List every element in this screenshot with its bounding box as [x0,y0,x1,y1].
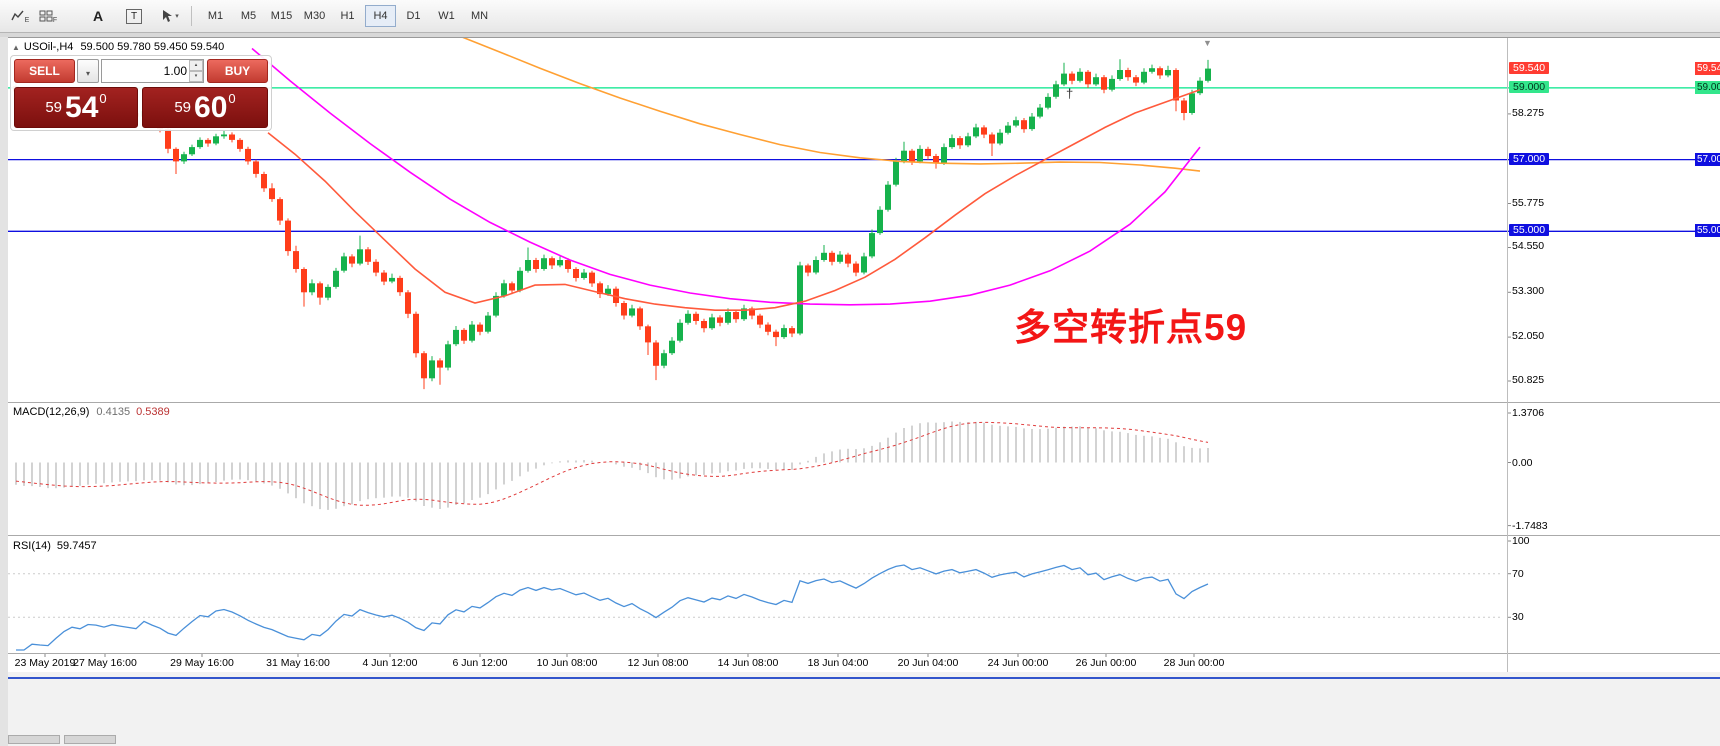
tab-timeframe-h1[interactable]: H1 [332,5,363,27]
ma-long-orange [461,37,1201,172]
text-t-icon: T [126,8,142,24]
terminal-top-border [0,677,1720,679]
macd-signal-line [15,421,1209,506]
ohlc-values: 59.500 59.780 59.450 59.540 [80,41,225,53]
volume-increase-button[interactable]: ▴ [189,60,203,71]
timeframe-group: M1 M5 M15 M30 H1 H4 D1 W1 MN [199,5,496,27]
chart-annotation-text: 多空转折点59 [1014,307,1248,348]
tab-timeframe-d1[interactable]: D1 [398,5,429,27]
macd-panel-separator [8,402,1720,403]
ma-mid-magenta [251,47,1201,306]
rsi-name: RSI(14) [13,540,51,552]
ohlc-readout: ▲ USOil-,H4 59.500 59.780 59.450 59.540 [12,41,224,53]
bottom-strip [0,672,1720,746]
text-label-tool-button[interactable]: A [85,4,111,28]
buy-price-sup: 0 [228,91,236,106]
caret-down-icon: ▾ [85,68,90,78]
caret-down-icon: ▾ [175,13,179,20]
sell-button[interactable]: SELL [14,59,75,83]
tab-timeframe-m1[interactable]: M1 [200,5,231,27]
rsi-panel-separator [8,535,1720,536]
sell-price-big: 54 [65,90,99,124]
chart-window-e-button[interactable]: E [7,4,33,28]
sell-price-prefix: 59 [45,99,63,116]
volume-input[interactable] [101,59,204,83]
buy-price-big: 60 [194,90,228,124]
chart-window-f-button[interactable]: F [35,4,61,28]
macd-indicator-label: MACD(12,26,9) 0.4135 0.5389 [13,406,170,418]
volume-decrease-button[interactable]: ▾ [189,71,203,82]
macd-signal-value: 0.5389 [136,406,170,418]
volume-field: ▴ ▾ [101,59,204,83]
tab-timeframe-h4[interactable]: H4 [365,5,396,27]
tab-timeframe-mn[interactable]: MN [464,5,495,27]
cursor-tool-dropdown[interactable]: ▾ [157,4,183,28]
macd-histogram [15,421,1209,510]
price-axis-border [1507,37,1508,672]
minimized-window-tab[interactable] [64,735,116,744]
collapse-triangle-icon: ▲ [12,43,20,52]
tab-timeframe-m15[interactable]: M15 [266,5,297,27]
window-left-frame [0,37,8,746]
chart-shift-icon[interactable]: ▼ [1203,38,1212,48]
chart-e-sub-label: E [24,16,30,24]
crosshair-cursor: † [1066,86,1074,101]
volume-spinner: ▴ ▾ [189,60,203,82]
text-a-icon: A [92,8,104,24]
cursor-icon [163,10,173,22]
volume-preset-drop[interactable]: ▾ [77,59,99,83]
tab-timeframe-w1[interactable]: W1 [431,5,462,27]
toolbar: E F A T ▾ M1 M5 M15 M30 H1 H4 D1 W1 MN [0,0,1720,33]
symbol-timeframe-label: USOil-,H4 [23,41,74,53]
text-box-tool-button[interactable]: T [121,4,147,28]
rsi-indicator-label: RSI(14) 59.7457 [13,540,97,552]
buy-price-display[interactable]: 59 60 0 [142,87,268,128]
sell-price-display[interactable]: 59 54 0 [14,87,138,128]
sell-price-sup: 0 [99,91,107,106]
time-axis-separator [8,653,1720,654]
macd-main-value: 0.4135 [96,406,131,418]
minimized-window-tab[interactable] [8,735,60,744]
buy-button[interactable]: BUY [207,59,268,83]
toolbar-separator [191,6,192,26]
rsi-value: 59.7457 [56,540,97,552]
rsi-line [16,564,1209,651]
chart-window: ▲ USOil-,H4 59.500 59.780 59.450 59.540 SE… [0,37,1720,746]
tab-timeframe-m5[interactable]: M5 [233,5,264,27]
grid-f-icon [39,10,53,22]
chart-e-icon [11,10,24,21]
chart-top-border [0,37,1720,38]
macd-name: MACD(12,26,9) [13,406,90,418]
grid-f-sub-label: F [52,16,58,24]
chart-canvas[interactable] [0,37,1720,672]
buy-price-prefix: 59 [174,99,192,116]
ma-short-red [267,88,1201,311]
tab-timeframe-m30[interactable]: M30 [299,5,330,27]
